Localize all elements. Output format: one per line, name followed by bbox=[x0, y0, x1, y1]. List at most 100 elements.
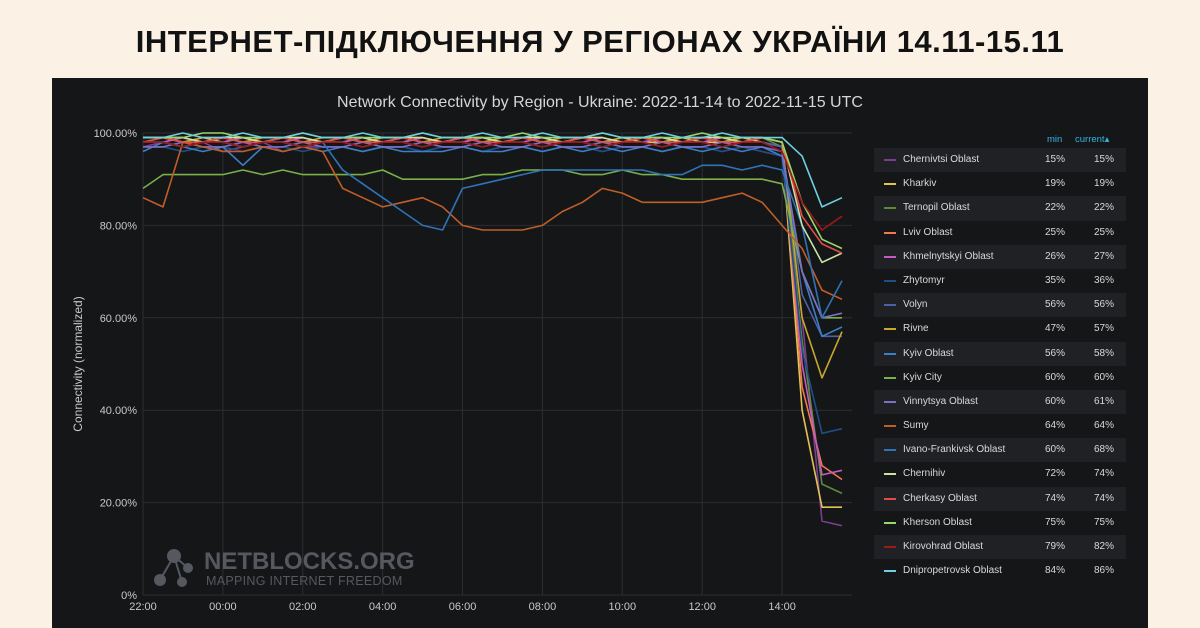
legend-series-name: Vinnytsya Oblast bbox=[903, 395, 978, 407]
legend-min-value: 47% bbox=[1045, 323, 1066, 335]
series-line-chernivtsi-oblast bbox=[142, 141, 843, 527]
legend-item[interactable]: Vinnytsya Oblast 60% 61% bbox=[874, 389, 1126, 415]
watermark-tagline: MAPPING INTERNET FREEDOM bbox=[206, 574, 403, 588]
chart-title: Network Connectivity by Region - Ukraine… bbox=[337, 94, 863, 111]
legend-swatch bbox=[884, 352, 896, 355]
legend-swatch bbox=[884, 304, 896, 307]
legend-min-header[interactable]: min bbox=[1047, 134, 1063, 145]
legend-current-value: 60% bbox=[1094, 371, 1115, 383]
legend-current-value: 61% bbox=[1094, 395, 1115, 407]
legend-series-name: Kharkiv bbox=[903, 178, 937, 190]
legend-min-value: 35% bbox=[1045, 274, 1066, 286]
legend-item[interactable]: Lviv Oblast 25% 25% bbox=[874, 221, 1126, 245]
legend-swatch bbox=[884, 497, 896, 500]
legend-current-value: 25% bbox=[1094, 226, 1115, 238]
legend-item[interactable]: Kyiv Oblast 56% 58% bbox=[874, 341, 1126, 366]
legend-current-value: 58% bbox=[1094, 347, 1115, 359]
legend-swatch bbox=[884, 207, 896, 210]
y-tick-label: 80.00% bbox=[100, 220, 138, 232]
legend-swatch bbox=[884, 449, 896, 452]
legend-current-value: 64% bbox=[1094, 420, 1115, 432]
legend-swatch bbox=[884, 570, 896, 573]
legend-item[interactable]: Sumy 64% 64% bbox=[874, 414, 1126, 438]
legend-min-value: 56% bbox=[1045, 347, 1066, 359]
y-tick-label: 40.00% bbox=[100, 405, 138, 417]
legend-min-value: 74% bbox=[1045, 492, 1066, 504]
legend-min-value: 84% bbox=[1045, 565, 1066, 577]
legend-min-value: 60% bbox=[1045, 444, 1066, 456]
series-line-zhytomyr bbox=[143, 146, 843, 435]
legend-series-name: Khmelnytskyi Oblast bbox=[903, 250, 994, 262]
legend-min-value: 60% bbox=[1045, 371, 1066, 383]
legend-series-name: Chernihiv bbox=[903, 468, 946, 480]
y-axis-label: Connectivity (normalized) bbox=[71, 296, 85, 431]
series-line-kirovohrad-oblast bbox=[143, 141, 843, 231]
legend-min-value: 72% bbox=[1045, 468, 1066, 480]
legend-current-value: 74% bbox=[1094, 468, 1115, 480]
legend-series-name: Zhytomyr bbox=[903, 274, 945, 286]
legend-item[interactable]: Kharkiv 19% 19% bbox=[874, 172, 1126, 196]
x-tick-label: 00:00 bbox=[209, 601, 237, 613]
legend-item[interactable]: Ternopil Oblast 22% 22% bbox=[874, 196, 1126, 221]
legend-current-value: 68% bbox=[1094, 444, 1115, 456]
series-line-kharkiv bbox=[143, 136, 842, 509]
legend-swatch bbox=[884, 255, 896, 258]
legend-item[interactable]: Chernihiv 72% 74% bbox=[874, 462, 1126, 486]
legend-item[interactable]: Chernivtsi Oblast 15% 15% bbox=[874, 148, 1126, 173]
legend-swatch bbox=[884, 183, 896, 186]
legend-min-value: 79% bbox=[1045, 541, 1066, 552]
legend-series-name: Cherkasy Oblast bbox=[903, 492, 977, 504]
legend-item[interactable]: Kyiv City 60% 60% bbox=[874, 366, 1126, 390]
x-tick-label: 08:00 bbox=[529, 601, 557, 613]
series-line-sumy bbox=[142, 141, 843, 301]
x-tick-label: 14:00 bbox=[768, 601, 796, 613]
series-line-khmelnytskyi-oblast bbox=[143, 136, 843, 476]
watermark-name: NETBLOCKS.ORG bbox=[204, 548, 415, 575]
legend-series-name: Chernivtsi Oblast bbox=[903, 154, 980, 165]
legend-min-value: 19% bbox=[1045, 178, 1066, 190]
legend-item[interactable]: Rivne 47% 57% bbox=[874, 317, 1126, 341]
legend-item[interactable]: Dnipropetrovsk Oblast 84% 86% bbox=[874, 559, 1126, 583]
headline: ІНТЕРНЕТ-ПІДКЛЮЧЕННЯ У РЕГІОНАХ УКРАЇНИ … bbox=[135, 24, 1065, 59]
legend-current-value: 75% bbox=[1094, 516, 1115, 528]
legend-swatch bbox=[884, 521, 896, 524]
legend-swatch bbox=[884, 279, 896, 282]
legend-current-value: 27% bbox=[1094, 250, 1115, 262]
legend-item[interactable]: Ivano-Frankivsk Oblast 60% 68% bbox=[874, 438, 1126, 463]
legend-current-value: 74% bbox=[1094, 492, 1115, 504]
legend-series-name: Volyn bbox=[903, 299, 928, 311]
legend: min current▴ Chernivtsi Oblast 15% 15% Khar… bbox=[874, 130, 1126, 583]
legend-current-value: 36% bbox=[1094, 274, 1115, 286]
series-line-rivne bbox=[143, 136, 843, 379]
x-tick-label: 22:00 bbox=[129, 601, 157, 613]
legend-series-name: Ivano-Frankivsk Oblast bbox=[903, 444, 1006, 456]
legend-swatch bbox=[884, 400, 896, 403]
x-tick-label: 04:00 bbox=[369, 601, 397, 613]
legend-series-name: Ternopil Oblast bbox=[903, 202, 970, 214]
legend-series-name: Kyiv City bbox=[903, 371, 942, 383]
legend-current-value: 19% bbox=[1094, 178, 1115, 190]
legend-series-name: Kherson Oblast bbox=[903, 516, 972, 528]
legend-current-header[interactable]: current▴ bbox=[1075, 134, 1110, 145]
legend-min-value: 64% bbox=[1045, 420, 1066, 432]
legend-item[interactable]: Volyn 56% 56% bbox=[874, 293, 1126, 318]
legend-item[interactable]: Zhytomyr 35% 36% bbox=[874, 269, 1126, 293]
legend-item[interactable]: Cherkasy Oblast 74% 74% bbox=[874, 486, 1126, 511]
legend-item[interactable]: Khmelnytskyi Oblast 26% 27% bbox=[874, 244, 1126, 269]
legend-min-value: 60% bbox=[1045, 395, 1066, 407]
x-tick-label: 02:00 bbox=[289, 601, 317, 613]
legend-series-name: Kirovohrad Oblast bbox=[903, 541, 984, 552]
legend-current-value: 86% bbox=[1094, 565, 1115, 577]
legend-swatch bbox=[884, 425, 896, 428]
y-tick-label: 0% bbox=[121, 590, 137, 602]
y-tick-label: 20.00% bbox=[100, 498, 138, 510]
y-tick-label: 60.00% bbox=[100, 313, 138, 325]
legend-current-value: 15% bbox=[1094, 154, 1115, 165]
x-tick-label: 06:00 bbox=[449, 601, 477, 613]
legend-item[interactable]: Kherson Oblast 75% 75% bbox=[874, 511, 1126, 535]
legend-item[interactable]: Kirovohrad Oblast 79% 82% bbox=[874, 535, 1126, 560]
legend-min-value: 75% bbox=[1045, 516, 1066, 528]
legend-current-value: 82% bbox=[1094, 541, 1115, 552]
legend-swatch bbox=[884, 546, 896, 548]
x-tick-label: 12:00 bbox=[688, 601, 716, 613]
